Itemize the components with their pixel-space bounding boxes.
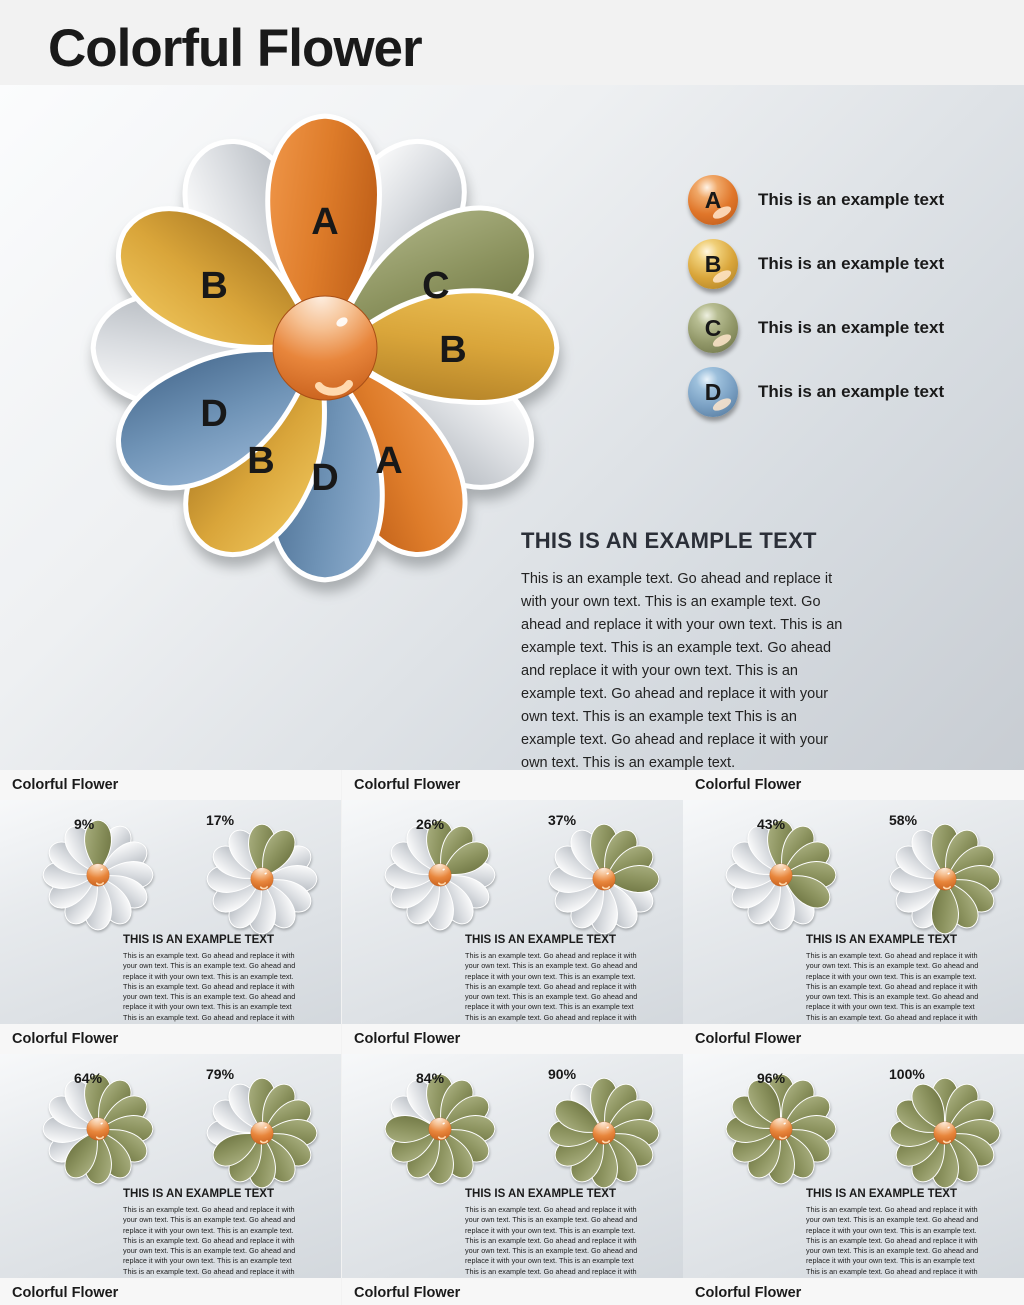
svg-text:A: A <box>311 201 338 243</box>
svg-text:C: C <box>422 265 449 307</box>
svg-text:A: A <box>375 440 402 482</box>
svg-text:D: D <box>200 393 227 435</box>
svg-text:D: D <box>311 457 338 499</box>
svg-text:B: B <box>200 265 227 307</box>
svg-text:B: B <box>247 440 274 482</box>
svg-text:B: B <box>439 329 466 371</box>
